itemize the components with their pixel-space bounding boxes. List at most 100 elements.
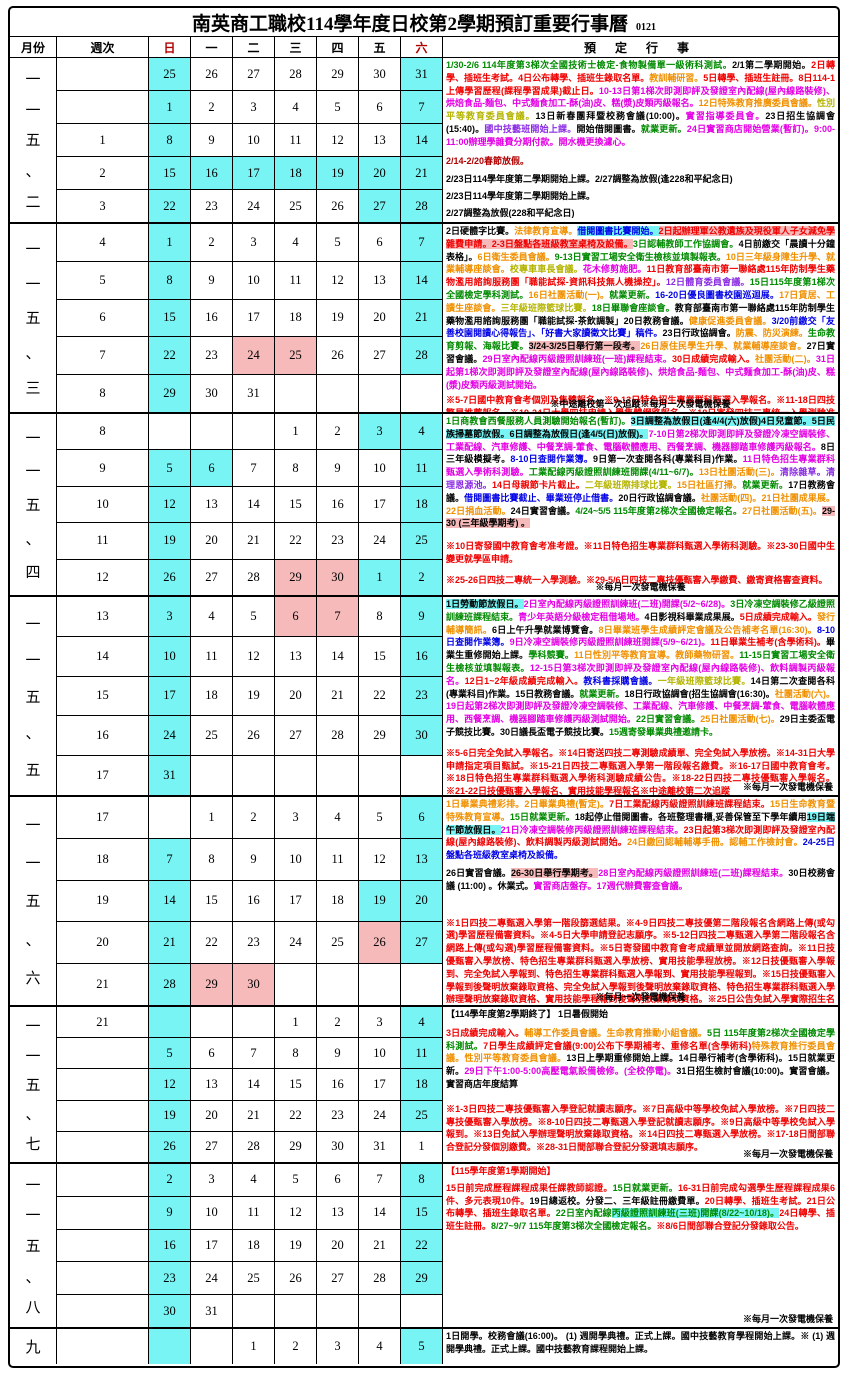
week-row: 14 10 11 12 13 14 15 16 bbox=[57, 636, 443, 677]
date-cell: 26 bbox=[359, 922, 401, 964]
month-label-char: 一 bbox=[25, 241, 41, 258]
event-segment: 5日轉學、插班生註冊。 bbox=[703, 72, 799, 83]
event-segment: 12日特殊教育推廣委員會議。 bbox=[698, 98, 817, 109]
month-label-char: 、 bbox=[25, 932, 41, 949]
event-segment: 防震、防災演練。 bbox=[735, 328, 808, 339]
week-row: 8 29 30 31 bbox=[57, 375, 443, 412]
month-label-char: 五 bbox=[25, 1077, 41, 1094]
event-segment: 3/20前繳交「友善校園閱讀心得報告」、「好書大家讀徵文比賽」稿件。 bbox=[446, 315, 835, 339]
event-segment: 3日認輔教師工作協調會。 bbox=[632, 238, 739, 249]
events-cell: 1日商教會西餐服務人員測驗開始報名(暫訂)。3日調整為放假日(逢4/4(六)放假… bbox=[443, 414, 838, 595]
event-segment: 1日開學。校務會議(16:00)。 (1) 週開學典禮。正式上課。國中技藝教育學… bbox=[446, 1331, 801, 1341]
date-cell: 9 bbox=[317, 1038, 359, 1069]
event-segment: 工業配線丙級證照訓練班開課(4/11~6/7)。 bbox=[528, 467, 699, 478]
event-paragraph: ※每月一次發電機保養 bbox=[743, 1148, 833, 1161]
col-header-sat: 六 bbox=[401, 37, 443, 57]
date-cell: 12 bbox=[317, 124, 359, 156]
week-row: 26 27 28 29 30 31 1 bbox=[57, 1131, 443, 1163]
date-cell: 7 bbox=[401, 91, 443, 123]
date-cell: 22 bbox=[149, 190, 191, 222]
date-cell: 7 bbox=[359, 1164, 401, 1196]
month-block: 一一五、四 8 1 2 3 4 9 5 6 7 8 9 10 11 10 12 13 14 15 16 17 18 11 19… bbox=[10, 414, 838, 597]
month-label-char: 七 bbox=[25, 1136, 41, 1153]
event-segment: 15日115年度第1梯次全國檢定學科測試。 bbox=[446, 277, 836, 300]
event-segment: 8日三年級模擬考。 bbox=[446, 441, 835, 465]
week-number bbox=[57, 1196, 149, 1229]
week-number bbox=[57, 1329, 149, 1364]
event-segment: 15日生命教育暨特殊教育宣導。 bbox=[446, 799, 835, 822]
event-segment: 2/23日114學年度第二學期開始上課。2/27調整為放假(逢228和平紀念日) bbox=[446, 174, 733, 185]
col-header-thu: 四 bbox=[317, 37, 359, 57]
event-segment: 26-30日舉行學期考。 bbox=[511, 867, 599, 878]
date-cell bbox=[149, 414, 191, 450]
week-number bbox=[57, 1069, 149, 1100]
event-segment: 8日114-1上傳學習歷程(課程學習成果)截止日。 bbox=[446, 72, 835, 96]
calendar-sheet: 南英商工職校114學年度日校第2學期預訂重要行事曆 0121 月份 週次 日 一… bbox=[8, 6, 840, 1368]
date-cell bbox=[149, 1329, 191, 1364]
date-cell: 9 bbox=[149, 1196, 191, 1229]
date-cell: 20 bbox=[359, 157, 401, 189]
date-cell: 29 bbox=[191, 964, 233, 1005]
week-number: 9 bbox=[57, 450, 149, 486]
date-cell: 7 bbox=[317, 597, 359, 636]
event-paragraph: ※每月一次發電機保養 bbox=[743, 781, 833, 794]
event-segment: 26日原住民學生升學、就業輔導座談會。 bbox=[640, 341, 807, 352]
event-segment: ※25-26日四技二專統一入學測驗。※29-5/6日四技二專技優甄審入學繳費、繳… bbox=[446, 574, 828, 585]
event-segment: 25日社團活動(七)。 bbox=[700, 714, 780, 725]
event-segment: 23日招生協調會(15:40)。 bbox=[446, 111, 835, 134]
event-segment: ※每月一次發電機保養 bbox=[742, 1314, 833, 1325]
date-cell: 30 bbox=[317, 1131, 359, 1163]
date-cell: 28 bbox=[233, 1131, 275, 1163]
date-cell: 5 bbox=[317, 224, 359, 261]
event-segment: 24日繳回認輔輔導手冊。認輔工作檢討會。 bbox=[627, 837, 803, 848]
date-cell: 28 bbox=[401, 337, 443, 375]
month-label: 一一五、六 bbox=[10, 797, 57, 1005]
week-row: 7 22 23 24 25 26 27 28 bbox=[57, 337, 443, 376]
date-cell: 2 bbox=[149, 1164, 191, 1196]
event-segment: 1/30-2/6 114年度第3梯次全國技術士檢定-食物製備單一級術科測試。 bbox=[446, 60, 733, 70]
date-cell: 23 bbox=[317, 1100, 359, 1131]
date-cell: 2 bbox=[191, 91, 233, 123]
event-segment: 實習商店盤存。 bbox=[533, 880, 597, 891]
month-label-char: 六 bbox=[25, 970, 41, 987]
month-label-char: 五 bbox=[25, 762, 41, 779]
date-cell: 29 bbox=[317, 58, 359, 90]
event-segment: 31日招生檢討會議(10:00)。實習會議。實習商店年度結算 bbox=[446, 1066, 835, 1089]
event-paragraph: 2日硬體字比賽。法律教育宣導。借閱圖書比賽開始。2日起辦理軍公教遺族及現役軍人子… bbox=[446, 225, 835, 391]
col-header-mon: 一 bbox=[191, 37, 233, 57]
event-paragraph: ※每月一次發電機保養 bbox=[443, 581, 838, 594]
date-cell: 11 bbox=[191, 636, 233, 676]
date-cell: 3 bbox=[317, 1329, 359, 1364]
event-segment: 10-13日第1梯次即測即評及發證室內配線(屋內線路裝修)、烘焙食品-麵包、中式… bbox=[446, 85, 835, 109]
event-segment: 清除雜草。清理恩源池。 bbox=[446, 467, 835, 490]
event-paragraph: 1日畢業典禮彩排。2日畢業典禮(暫定)。7日工業配線丙級證照訓練班課程結束。15… bbox=[446, 798, 836, 862]
date-cell: 13 bbox=[191, 1069, 233, 1100]
event-segment: 式。 bbox=[515, 880, 534, 891]
event-segment: 15週寄發畢業典禮邀請卡。 bbox=[609, 726, 719, 737]
month-label-char: 、 bbox=[25, 164, 41, 181]
event-segment: 丙級證照訓練班(三班)開課(8/22~10/18)。 bbox=[611, 1208, 780, 1219]
date-cell: 20 bbox=[191, 1100, 233, 1131]
event-segment: 3日成績完成輸入。 bbox=[446, 1027, 525, 1038]
col-header-fri: 五 bbox=[359, 37, 401, 57]
events-cell: 1日勞動節放假日。2日室內配線丙級證照訓練班(二班)開課(5/2~6/28)。3… bbox=[443, 597, 838, 795]
date-cell: 31 bbox=[359, 1131, 401, 1163]
event-segment: 19日總返校。分發二、三年級註冊繳費單。 bbox=[529, 1195, 705, 1206]
event-segment: 2日硬體字比賽。 bbox=[446, 226, 515, 236]
event-segment: 1日勞動節放假日。 bbox=[446, 599, 524, 609]
event-segment: 8-10日查閱作業簿。 bbox=[510, 454, 594, 465]
date-cell: 11 bbox=[275, 124, 317, 156]
month-label-char: 一 bbox=[25, 464, 41, 481]
week-row: 12 26 27 28 29 30 1 2 bbox=[57, 559, 443, 596]
date-cell: 21 bbox=[149, 922, 191, 964]
month-block: 九 1 2 3 4 5 1日開學。校務會議(16:00)。 (1) 週開學典禮。正式上課。國… bbox=[10, 1329, 838, 1364]
date-cell: 12 bbox=[233, 636, 275, 676]
event-paragraph: 26日實習會議。26-30日舉行學期考。28日室內配線丙級證照訓練班(二班)課程… bbox=[446, 867, 835, 893]
event-segment: 10日三年級身障生升學、就業輔導座談會。 bbox=[446, 251, 835, 275]
month-block: 一一五、三 4 1 2 3 4 5 6 7 5 8 9 10 11 12 13 14 6 15 16 17 18 19 20 2… bbox=[10, 224, 838, 414]
date-cell: 15 bbox=[149, 157, 191, 189]
event-segment: 24日實習商店開始營業(暫訂)。 bbox=[686, 123, 814, 134]
date-cell: 3 bbox=[359, 414, 401, 450]
date-cell: 3 bbox=[233, 91, 275, 123]
